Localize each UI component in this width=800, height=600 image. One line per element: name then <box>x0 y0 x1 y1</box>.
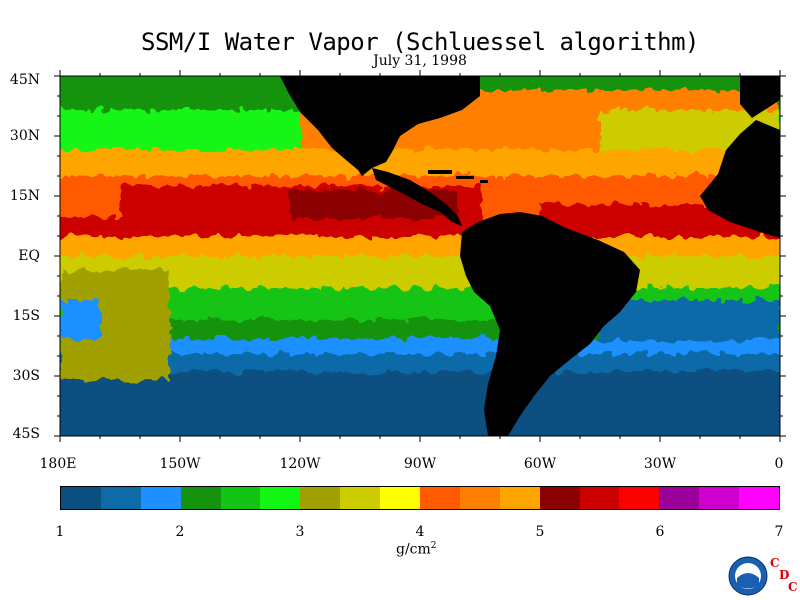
colorbar-segment <box>499 487 540 509</box>
map-title: SSM/I Water Vapor (Schluessel algorithm) <box>141 28 699 56</box>
colorbar-segment <box>180 487 221 509</box>
units-exponent: 2 <box>430 541 437 551</box>
colorbar-tick-2: 2 <box>175 524 185 540</box>
colorbar <box>60 486 780 510</box>
colorbar-segment <box>300 487 341 509</box>
colorbar-units: g/cm2 <box>396 541 437 558</box>
lon-label-150w: 150W <box>159 456 201 472</box>
lat-label-15n: 15N <box>9 188 40 204</box>
lon-label-0: 0 <box>774 456 784 472</box>
colorbar-segment <box>100 487 141 509</box>
noaa-logo <box>728 556 768 596</box>
lat-label-45n: 45N <box>9 72 40 88</box>
colorbar-segment <box>340 487 381 509</box>
cdc-letter-c2: C <box>788 580 798 594</box>
colorbar-segment <box>699 487 740 509</box>
cdc-letter-c1: C <box>770 556 780 570</box>
colorbar-tick-3: 3 <box>295 524 305 540</box>
lon-label-60w: 60W <box>523 456 557 472</box>
cdc-letter-d: D <box>779 568 790 582</box>
colorbar-segment <box>140 487 181 509</box>
colorbar-tick-4: 4 <box>415 524 425 540</box>
lat-label-15s: 15S <box>12 308 40 324</box>
lon-label-120w: 120W <box>279 456 321 472</box>
colorbar-segment <box>619 487 660 509</box>
colorbar-segment <box>539 487 580 509</box>
colorbar-segment <box>260 487 301 509</box>
colorbar-segment <box>380 487 421 509</box>
colorbar-tick-6: 6 <box>655 524 665 540</box>
lat-label-eq: EQ <box>18 248 40 264</box>
map-date: July 31, 1998 <box>373 53 467 69</box>
colorbar-segment <box>61 487 101 509</box>
map-plot-area <box>60 76 780 436</box>
lon-label-180e: 180E <box>39 456 77 472</box>
units-text: g/cm <box>396 541 431 558</box>
colorbar-segment <box>420 487 460 509</box>
lat-label-30s: 30S <box>12 368 40 384</box>
lon-label-30w: 30W <box>643 456 677 472</box>
colorbar-tick-7: 7 <box>774 524 784 540</box>
colorbar-segment <box>220 487 261 509</box>
colorbar-segment <box>459 487 500 509</box>
colorbar-segment <box>659 487 700 509</box>
colorbar-segment <box>579 487 620 509</box>
colorbar-segment <box>739 487 780 509</box>
lat-label-45s: 45S <box>12 426 40 442</box>
lat-label-30n: 30N <box>9 128 40 144</box>
colorbar-tick-1: 1 <box>55 524 65 540</box>
lon-label-90w: 90W <box>403 456 437 472</box>
colorbar-tick-5: 5 <box>535 524 545 540</box>
